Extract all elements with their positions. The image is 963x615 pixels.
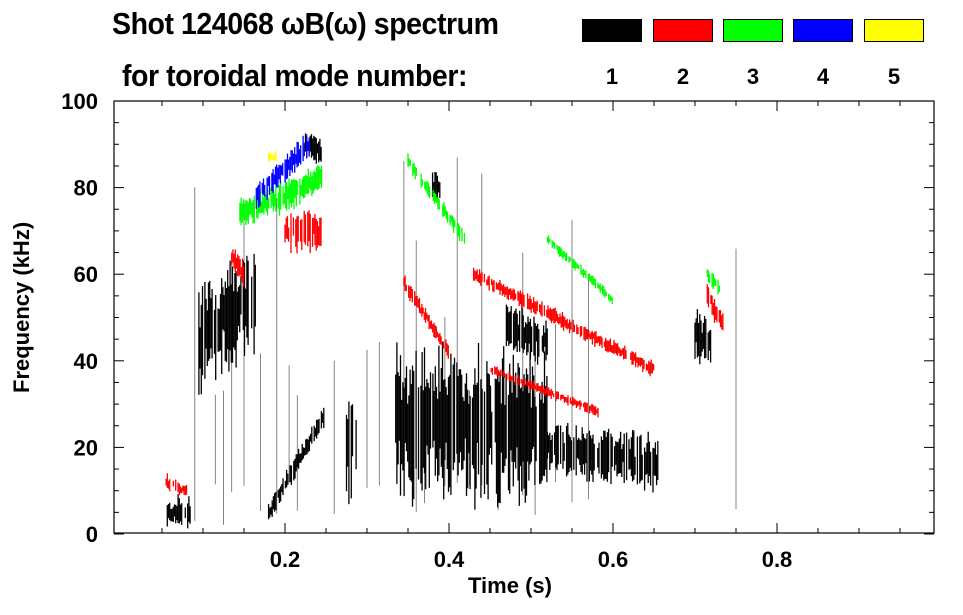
x-tick-label: 0.4 xyxy=(434,547,465,572)
mode-1-feature xyxy=(267,407,325,520)
mode-1-feature xyxy=(546,423,659,493)
mode-3-feature xyxy=(546,235,613,305)
legend-label-mode-5: 5 xyxy=(887,64,901,89)
mode-3-feature xyxy=(706,269,720,295)
mode-1-feature xyxy=(198,253,256,395)
y-tick-label: 60 xyxy=(74,262,98,287)
legend-swatch-mode-4 xyxy=(793,19,853,42)
legend-label-mode-2: 2 xyxy=(676,64,690,89)
chart-title: Shot 124068 ωB(ω) spectrum xyxy=(112,6,499,41)
mode-5-feature xyxy=(267,151,277,162)
x-tick-label: 0.6 xyxy=(598,547,629,572)
mode-1-feature xyxy=(694,309,712,365)
legend-swatch-mode-3 xyxy=(723,19,783,42)
y-axis-label: Frequency (kHz) xyxy=(9,221,34,393)
mode-3-feature xyxy=(407,153,466,244)
x-axis-label: Time (s) xyxy=(468,573,552,598)
mode-1-feature xyxy=(395,341,548,510)
y-tick-label: 80 xyxy=(74,176,98,201)
y-tick-label: 0 xyxy=(86,522,98,547)
mode-2-feature xyxy=(284,210,322,254)
mode-1-feature xyxy=(505,304,548,365)
mode-2-feature xyxy=(472,267,655,377)
mode-2-feature xyxy=(231,249,245,287)
y-tick-label: 40 xyxy=(74,349,98,374)
mode-1-feature xyxy=(345,401,357,505)
mode-1-feature xyxy=(304,133,322,164)
x-tick-label: 0.8 xyxy=(762,547,793,572)
mode-4-feature xyxy=(255,134,310,209)
y-tick-label: 100 xyxy=(61,89,98,114)
mode-2-feature xyxy=(706,284,724,331)
mode-1-feature xyxy=(166,494,191,529)
y-tick-label: 20 xyxy=(74,435,98,460)
mode-2-feature xyxy=(403,275,449,359)
mode-2-feature xyxy=(165,473,188,496)
legend-swatch-mode-1 xyxy=(582,19,642,42)
legend-label-mode-1: 1 xyxy=(605,64,619,89)
legend-swatch-mode-2 xyxy=(653,19,713,42)
chart-subtitle: for toroidal mode number: xyxy=(122,58,467,93)
x-tick-label: 0.2 xyxy=(270,547,301,572)
legend-label-mode-3: 3 xyxy=(746,64,760,89)
legend-swatch-mode-5 xyxy=(864,19,924,42)
mode-2-feature xyxy=(490,366,599,418)
legend-label-mode-4: 4 xyxy=(816,64,830,89)
axes: 0.2 0.4 0.6 0.8 0 20 40 60 80 100 xyxy=(61,89,935,572)
spectral-features xyxy=(165,133,737,529)
